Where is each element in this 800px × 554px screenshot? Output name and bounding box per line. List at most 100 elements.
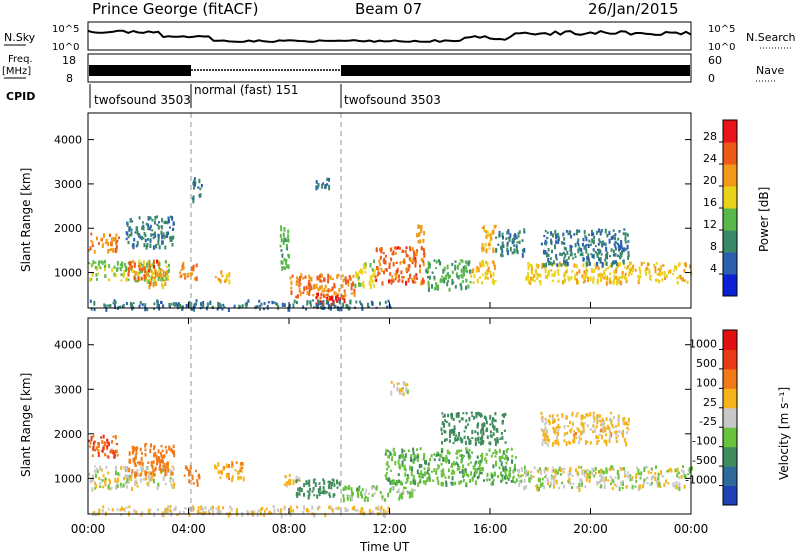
- data-cell: [135, 452, 138, 455]
- data-cell: [586, 440, 589, 444]
- data-cell: [166, 507, 169, 511]
- data-cell: [610, 248, 613, 252]
- data-cell: [667, 270, 670, 275]
- data-cell: [237, 475, 240, 481]
- data-cell: [481, 466, 484, 472]
- data-cell: [184, 506, 187, 510]
- data-cell: [311, 490, 314, 493]
- data-cell: [582, 237, 585, 242]
- data-cell: [152, 469, 155, 473]
- data-cell: [557, 279, 560, 283]
- data-cell: [241, 466, 244, 469]
- data-cell: [477, 436, 480, 441]
- data-cell: [612, 426, 615, 429]
- data-cell: [384, 510, 387, 514]
- data-cell: [563, 237, 566, 241]
- data-cell: [580, 421, 583, 426]
- data-cell: [361, 488, 364, 492]
- data-cell: [134, 462, 137, 467]
- data-cell: [282, 238, 285, 242]
- data-cell: [329, 289, 332, 292]
- data-cell: [639, 274, 642, 279]
- data-cell: [656, 273, 659, 276]
- data-cell: [364, 262, 367, 268]
- data-cell: [177, 302, 180, 306]
- data-cell: [364, 271, 367, 274]
- data-cell: [628, 476, 631, 479]
- data-cell: [363, 264, 366, 269]
- data-cell: [131, 472, 134, 475]
- data-cell: [672, 273, 675, 276]
- data-cell: [566, 431, 569, 435]
- data-cell: [593, 420, 596, 423]
- data-cell: [525, 469, 528, 474]
- data-cell: [115, 484, 118, 489]
- data-cell: [609, 272, 611, 276]
- data-cell: [462, 455, 464, 459]
- data-cell: [520, 474, 523, 478]
- data-cell: [222, 303, 225, 307]
- data-cell: [283, 507, 286, 511]
- data-cell: [173, 450, 176, 455]
- data-cell: [564, 432, 567, 435]
- data-cell: [433, 468, 436, 472]
- data-cell: [591, 238, 594, 244]
- data-cell: [404, 250, 407, 253]
- data-cell: [511, 459, 513, 464]
- data-cell: [138, 262, 141, 266]
- data-cell: [379, 301, 381, 306]
- data-cell: [541, 441, 544, 446]
- data-cell: [436, 451, 439, 454]
- data-cell: [677, 471, 680, 475]
- data-cell: [682, 470, 685, 474]
- data-cell: [214, 276, 217, 279]
- data-cell: [506, 250, 509, 256]
- data-cell: [217, 301, 220, 307]
- data-cell: [361, 270, 364, 275]
- data-cell: [479, 459, 482, 464]
- data-cell: [657, 482, 660, 488]
- data-cell: [679, 274, 682, 280]
- data-cell: [343, 289, 346, 292]
- data-cell: [219, 279, 222, 284]
- data-cell: [286, 264, 289, 269]
- data-cell: [188, 479, 191, 484]
- data-cell: [372, 485, 375, 488]
- data-cell: [531, 276, 534, 282]
- data-cell: [493, 471, 496, 476]
- data-cell: [98, 242, 100, 245]
- data-cell: [156, 215, 158, 219]
- noise-right-tick-bottom: 10^0: [708, 42, 735, 53]
- data-cell: [549, 261, 552, 266]
- data-cell: [564, 253, 567, 257]
- data-cell: [197, 508, 200, 512]
- data-cell: [351, 506, 354, 511]
- data-cell: [390, 257, 393, 262]
- data-cell: [151, 272, 154, 275]
- data-cell: [169, 305, 171, 308]
- data-cell: [485, 234, 488, 239]
- data-cell: [322, 182, 325, 185]
- data-cell: [400, 492, 403, 497]
- data-cell: [473, 472, 476, 477]
- data-cell: [147, 261, 150, 264]
- data-cell: [586, 413, 589, 417]
- data-cell: [251, 510, 254, 516]
- data-cell: [518, 230, 521, 234]
- data-cell: [143, 274, 146, 280]
- data-cell: [322, 478, 325, 482]
- data-cell: [484, 271, 487, 276]
- data-cell: [553, 272, 556, 278]
- data-cell: [506, 241, 509, 245]
- data-cell: [157, 273, 160, 277]
- data-cell: [437, 481, 440, 486]
- data-cell: [441, 421, 444, 426]
- data-cell: [561, 481, 563, 485]
- data-cell: [402, 381, 405, 386]
- data-cell: [628, 272, 631, 277]
- data-cell: [303, 505, 306, 511]
- data-cell: [150, 443, 152, 448]
- data-cell: [509, 466, 512, 472]
- data-cell: [552, 481, 555, 486]
- data-cell: [90, 307, 93, 311]
